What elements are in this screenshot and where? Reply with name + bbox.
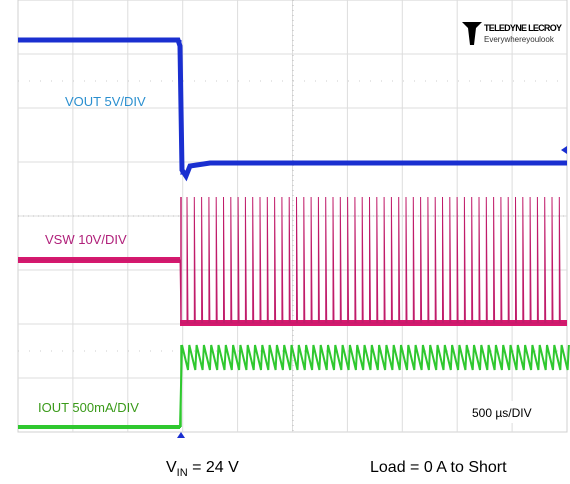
caption-right: Load = 0 A to Short bbox=[370, 459, 507, 476]
logo-brand: TELEDYNE LECROY bbox=[484, 23, 562, 33]
caption-rest: = 24 V bbox=[188, 459, 239, 476]
timebase: 500 µs/DIV bbox=[472, 406, 532, 420]
grid bbox=[18, 0, 567, 432]
waveforms bbox=[18, 37, 570, 429]
vout-wave bbox=[18, 37, 567, 182]
channel-label: VOUT 5V/DIV bbox=[65, 94, 146, 109]
channel-label: VSW 10V/DIV bbox=[45, 232, 127, 247]
timebase-box bbox=[466, 401, 552, 423]
logo-tagline: Everywhereyoulook bbox=[484, 35, 555, 44]
level-marker bbox=[561, 146, 567, 154]
trigger-marker bbox=[177, 432, 185, 438]
caption-v: V bbox=[166, 459, 177, 476]
iout-wave bbox=[18, 344, 570, 428]
caption-left: VIN = 24 V bbox=[166, 459, 239, 479]
channel-label: IOUT 500mA/DIV bbox=[38, 400, 139, 415]
logo-icon bbox=[462, 22, 482, 45]
caption-sub: IN bbox=[177, 467, 188, 479]
vsw-wave bbox=[18, 196, 567, 324]
